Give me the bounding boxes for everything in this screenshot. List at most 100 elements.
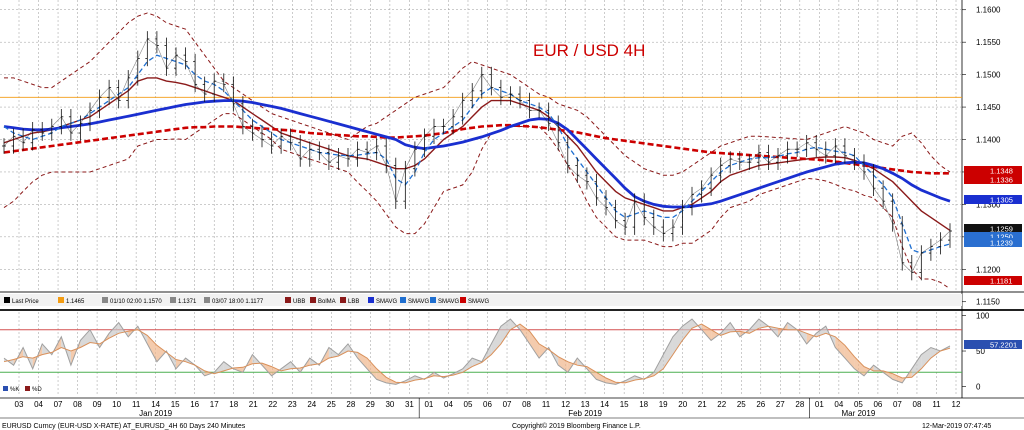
upper-bollinger-band xyxy=(4,12,951,176)
legend-bar: Last Price 1.1465 01/10 02:00 1.1570 1.1371… xyxy=(0,294,962,306)
price-tick-label: 1.1500 xyxy=(976,71,1001,80)
legend-swatch xyxy=(204,297,210,303)
time-tick-label: 11 xyxy=(932,400,941,409)
oscillator-fill xyxy=(4,358,14,366)
time-tick-label: 26 xyxy=(756,400,765,409)
time-tick-label: 08 xyxy=(73,400,82,409)
time-tick-label: 11 xyxy=(542,400,551,409)
oscillator-tick-label: 100 xyxy=(976,312,990,321)
month-label: Mar 2019 xyxy=(841,409,875,418)
time-tick-label: 21 xyxy=(698,400,707,409)
oscillator-legend-text: %K xyxy=(10,387,19,393)
price-tick-label: 1.1300 xyxy=(976,200,1001,209)
time-tick-label: 07 xyxy=(893,400,902,409)
oscillator-fill xyxy=(567,358,578,373)
price-label-text: 1.1239 xyxy=(990,239,1013,248)
time-tick-label: 10 xyxy=(112,400,121,409)
oscillator-fill xyxy=(892,373,903,383)
price-label-box xyxy=(964,175,1022,184)
time-axis: 03 04 07 08 09 10 11 14 15 16 17 18 21 22 23 24 25 28 29 30… xyxy=(15,398,961,418)
legend-entry: SMAVG xyxy=(438,299,460,305)
legend-background xyxy=(0,294,962,306)
price-series xyxy=(2,31,952,281)
time-tick-label: 14 xyxy=(600,400,609,409)
time-tick-label: 25 xyxy=(737,400,746,409)
legend-entry: 01/10 02:00 1.1570 xyxy=(110,299,162,305)
legend-entry: 1.1371 xyxy=(178,299,197,305)
oscillator-legend-swatch xyxy=(25,386,30,391)
legend-swatch xyxy=(102,297,108,303)
time-tick-label: 03 xyxy=(15,400,24,409)
oscillator-fill xyxy=(844,345,855,369)
stoch-k-line xyxy=(3,318,951,385)
oscillator-panel: 100 50 0 57.2201 %K %D xyxy=(0,312,1022,393)
legend-swatch xyxy=(58,297,64,303)
time-tick-label: 17 xyxy=(210,400,219,409)
time-tick-label: 05 xyxy=(464,400,473,409)
time-tick-label: 09 xyxy=(93,400,102,409)
oscillator-fill xyxy=(80,329,90,348)
month-label: Jan 2019 xyxy=(139,409,172,418)
legend-entry: 03/07 18:00 1.1177 xyxy=(212,299,264,305)
price-close-line xyxy=(3,38,951,274)
oscillator-fill xyxy=(367,358,377,380)
time-tick-label: 11 xyxy=(132,400,141,409)
legend-swatch xyxy=(368,297,374,303)
lower-bollinger-band xyxy=(3,113,951,290)
oscillator-legend-swatch xyxy=(3,386,8,391)
time-tick-label: 20 xyxy=(678,400,687,409)
legend-entry: BolMA xyxy=(318,299,336,305)
time-tick-label: 14 xyxy=(151,400,160,409)
time-tick-label: 01 xyxy=(424,400,433,409)
time-tick-label: 12 xyxy=(952,400,961,409)
time-tick-label: 28 xyxy=(346,400,355,409)
time-tick-label: 22 xyxy=(268,400,277,409)
time-tick-label: 15 xyxy=(620,400,629,409)
legend-entry: LBB xyxy=(348,299,359,305)
oscillator-fill xyxy=(539,343,549,359)
legend-swatch xyxy=(430,297,436,303)
price-label-text: 1.1181 xyxy=(990,277,1012,286)
moving-averages xyxy=(3,54,951,254)
legend-entry: SMAVG xyxy=(408,299,430,305)
oscillator-fill xyxy=(778,322,788,337)
oscillator-fill xyxy=(61,336,71,366)
mid-sma-line xyxy=(3,99,951,209)
time-tick-label: 24 xyxy=(307,400,316,409)
legend-swatch xyxy=(170,297,176,303)
oscillator-fill xyxy=(472,358,482,367)
time-tick-label: 04 xyxy=(834,400,843,409)
oscillator-value-text: 57.2201 xyxy=(990,341,1017,350)
time-tick-label: 29 xyxy=(366,400,375,409)
oscillator-value-box xyxy=(964,340,1022,349)
legend-entry: SMAVG xyxy=(468,299,490,305)
time-tick-label: 07 xyxy=(503,400,512,409)
price-label-box xyxy=(964,276,1022,285)
legend-swatch xyxy=(340,297,346,303)
bollinger-moving-average xyxy=(3,77,951,231)
price-tick-label: 1.1400 xyxy=(976,136,1001,145)
price-label-box xyxy=(964,195,1022,204)
price-label-text: 1.1336 xyxy=(990,176,1013,185)
legend-swatch xyxy=(400,297,406,303)
oscillator-fill xyxy=(854,356,864,376)
oscillator-fill xyxy=(911,354,922,378)
legend-entry: SMAVG xyxy=(376,299,398,305)
oscillator-fill xyxy=(500,319,511,344)
footer-timestamp: 12-Mar-2019 07:47:45 xyxy=(922,423,991,430)
price-label-text: 1.1250 xyxy=(990,233,1013,242)
footer: EURUSD Curncy (EUR-USD X-RATE) AT_EURUSD… xyxy=(0,417,1024,430)
price-label-text: 1.1348 xyxy=(990,167,1013,176)
oscillator-fill xyxy=(156,345,167,362)
oscillator-fill xyxy=(749,319,759,334)
time-tick-label: 27 xyxy=(776,400,785,409)
fast-sma-line xyxy=(3,54,951,254)
bollinger-bands xyxy=(3,12,951,290)
stoch-d-line xyxy=(3,323,951,384)
time-tick-label: 07 xyxy=(54,400,63,409)
oscillator-fill xyxy=(835,336,845,359)
oscillator-fill xyxy=(328,347,339,359)
oscillator-fill xyxy=(376,368,387,383)
